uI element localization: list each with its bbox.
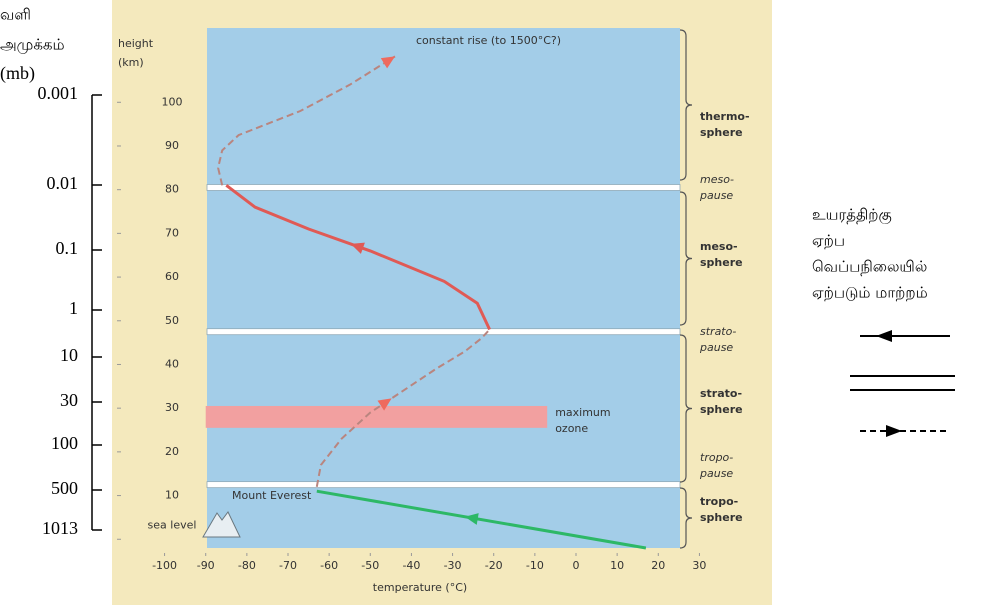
pressure-tick-label: 1	[69, 298, 78, 318]
x-tick-label: -100	[152, 559, 177, 572]
x-tick-label: -60	[320, 559, 338, 572]
layer-label: meso-	[700, 173, 734, 186]
pressure-axis-title: அமுக்கம்	[0, 36, 65, 54]
x-tick-label: -90	[197, 559, 215, 572]
pressure-tick-label: 30	[60, 390, 78, 410]
layer-label: pause	[699, 467, 733, 480]
layer-label: pause	[699, 341, 733, 354]
x-tick-label: -80	[238, 559, 256, 572]
y-tick-label: 70	[165, 226, 179, 239]
pressure-tick-label: 500	[51, 478, 78, 498]
layer-label: strato-	[700, 325, 736, 338]
ozone-label: ozone	[555, 422, 588, 435]
x-tick-label: 20	[651, 559, 665, 572]
annotation: Mount Everest	[232, 489, 312, 502]
y-tick-label: sea level	[148, 518, 197, 531]
pressure-tick-label: 10	[60, 345, 78, 365]
y-axis-title: (km)	[118, 56, 144, 69]
y-tick-label: 90	[165, 139, 179, 152]
layer-label: sphere	[700, 126, 743, 139]
x-axis-title: temperature (°C)	[373, 581, 467, 594]
y-tick-label: 30	[165, 401, 179, 414]
y-tick-label: 100	[162, 95, 183, 108]
layer-label: pause	[699, 189, 733, 202]
key-arrow	[886, 425, 902, 437]
y-tick-label: 20	[165, 445, 179, 458]
x-tick-label: -20	[485, 559, 503, 572]
y-tick-label: 50	[165, 314, 179, 327]
x-tick-label: -40	[402, 559, 420, 572]
plot-background	[207, 28, 680, 548]
layer-label: thermo-	[700, 110, 750, 123]
x-tick-label: 0	[573, 559, 580, 572]
layer-label: meso-	[700, 240, 738, 253]
layer-boundary	[207, 184, 680, 190]
chart: maximumozonesea level1020304050607080901…	[0, 0, 990, 605]
line-style-key	[850, 330, 955, 437]
layer-label: sphere	[700, 403, 743, 416]
pressure-tick-label: 0.001	[38, 83, 79, 103]
page: maximumozonesea level1020304050607080901…	[0, 0, 990, 605]
x-tick-label: 10	[610, 559, 624, 572]
y-axis-title: height	[118, 37, 154, 50]
layer-label: tropo-	[700, 451, 733, 464]
pressure-tick-label: 0.1	[56, 238, 79, 258]
layer-boundary	[207, 329, 680, 335]
pressure-tick-label: 0.01	[47, 173, 79, 193]
pressure-axis-title: வளி	[0, 6, 31, 24]
note-line: வெப்பநிலையில்	[812, 258, 927, 276]
x-tick-label: -50	[361, 559, 379, 572]
y-tick-label: 10	[165, 489, 179, 502]
y-tick-label: 40	[165, 357, 179, 370]
note-line: உயரத்திற்கு	[812, 206, 892, 225]
layer-boundary	[207, 482, 680, 488]
pressure-tick-label: 100	[51, 433, 78, 453]
x-tick-label: -10	[526, 559, 544, 572]
pressure-tick-label: 1013	[42, 518, 78, 538]
y-tick-label: 80	[165, 183, 179, 196]
layer-label: sphere	[700, 511, 743, 524]
ozone-label: maximum	[555, 406, 610, 419]
x-tick-label: -30	[444, 559, 462, 572]
layer-label: sphere	[700, 256, 743, 269]
layer-label: strato-	[700, 387, 742, 400]
layer-label: tropo-	[700, 495, 738, 508]
pressure-axis-title: (mb)	[0, 63, 35, 84]
note-line: ஏற்ப	[812, 232, 845, 250]
annotation: constant rise (to 1500°C?)	[416, 34, 561, 47]
key-arrow	[876, 330, 892, 342]
y-tick-label: 60	[165, 270, 179, 283]
x-tick-label: 30	[692, 559, 706, 572]
x-tick-label: -70	[279, 559, 297, 572]
note-line: ஏற்படும் மாற்றம்	[812, 284, 928, 302]
